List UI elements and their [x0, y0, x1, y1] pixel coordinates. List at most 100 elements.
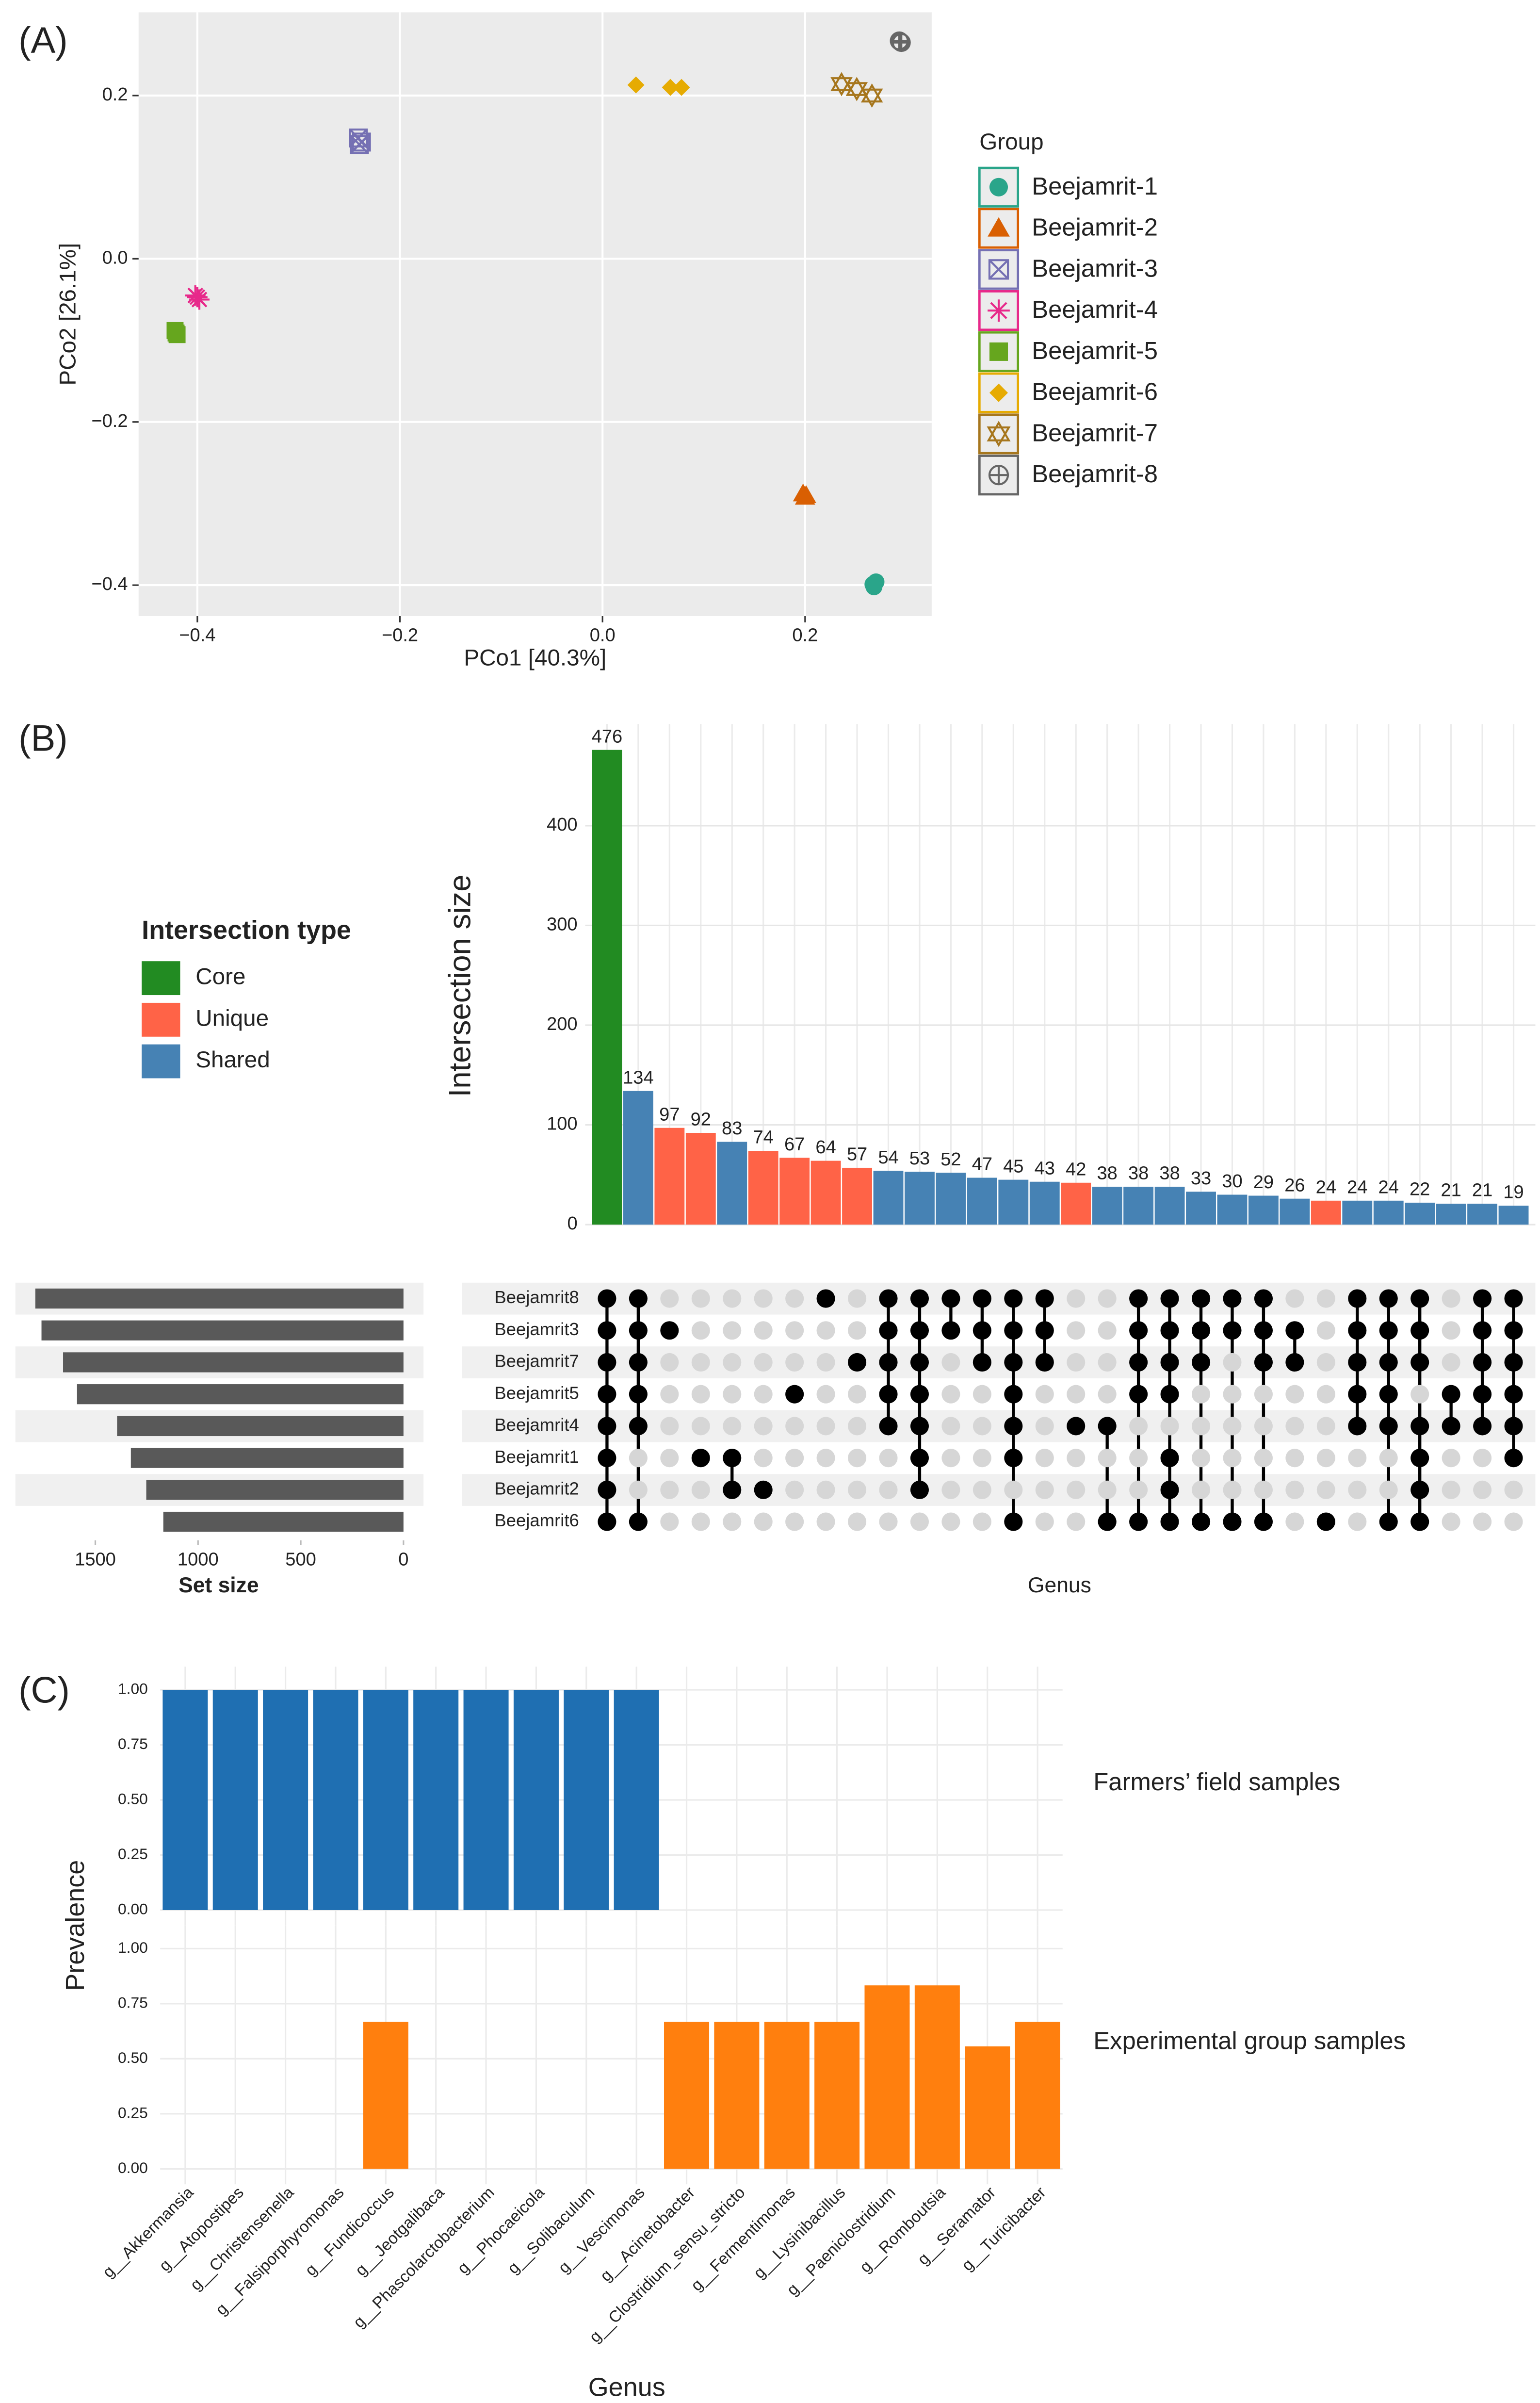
matrix-dot — [1098, 1480, 1117, 1499]
marker-part — [167, 324, 185, 342]
matrix-dot — [1504, 1289, 1523, 1308]
point — [187, 287, 208, 308]
bar — [623, 1091, 653, 1225]
value-label: 38 — [1097, 1163, 1117, 1184]
matrix-dot — [1004, 1449, 1023, 1468]
bar — [764, 2022, 810, 2169]
matrix-dot — [1223, 1385, 1242, 1404]
matrix-dot — [1191, 1321, 1211, 1340]
y-tick-label: 0.75 — [118, 1994, 148, 2011]
y-tick-label: 200 — [547, 1014, 578, 1034]
value-label: 45 — [1003, 1156, 1023, 1177]
x-tick-label: g__Vescimonas — [555, 2184, 648, 2277]
x-tick-label: g__Romboutsia — [857, 2183, 950, 2276]
matrix-dot — [1410, 1512, 1429, 1531]
matrix-dot — [1067, 1289, 1086, 1308]
matrix-dot — [1067, 1321, 1086, 1340]
matrix-dot — [1035, 1417, 1054, 1436]
matrix-dot — [1067, 1480, 1086, 1499]
matrix-dot — [723, 1512, 742, 1531]
value-label: 26 — [1284, 1175, 1305, 1195]
matrix-dot — [879, 1449, 898, 1468]
value-label: 54 — [878, 1147, 898, 1168]
matrix-dot — [1160, 1321, 1179, 1340]
matrix-dot — [879, 1417, 898, 1436]
set-size-bar — [130, 1448, 404, 1468]
marker-part — [860, 88, 883, 108]
matrix-dot — [691, 1417, 710, 1436]
set-name: Beejamrit3 — [494, 1319, 579, 1339]
x-axis-title: Genus — [588, 2373, 665, 2402]
x-tick-label: g__Atopostipes — [156, 2184, 247, 2275]
matrix-dot — [660, 1385, 679, 1404]
plot-background — [585, 724, 1536, 1225]
matrix-dot — [1442, 1480, 1460, 1499]
bar — [564, 1690, 609, 1910]
matrix-dot — [1348, 1321, 1367, 1340]
set-name: Beejamrit6 — [494, 1510, 579, 1530]
matrix-dot — [1379, 1353, 1398, 1372]
matrix-dot — [910, 1480, 929, 1499]
matrix-dot — [1473, 1289, 1492, 1308]
matrix-dot — [973, 1321, 991, 1340]
matrix-dot — [1223, 1449, 1242, 1468]
matrix-dot — [941, 1512, 960, 1531]
matrix-dot — [1004, 1321, 1023, 1340]
marker-part — [845, 77, 868, 96]
matrix-dot — [785, 1353, 804, 1372]
matrix-dot — [629, 1512, 648, 1531]
matrix-dot — [1473, 1480, 1492, 1499]
bar — [162, 1690, 208, 1910]
value-label: 92 — [691, 1110, 711, 1130]
bar — [779, 1158, 810, 1225]
matrix-dot — [1316, 1417, 1335, 1436]
matrix-dot — [1504, 1480, 1523, 1499]
bar — [998, 1179, 1029, 1225]
matrix-dot — [629, 1289, 648, 1308]
matrix-dot — [1035, 1480, 1054, 1499]
matrix-dot — [1098, 1385, 1117, 1404]
row-shade — [462, 1282, 1536, 1315]
x-tick-label: g__Akkermansia — [99, 2183, 197, 2281]
matrix-dot — [1004, 1512, 1023, 1531]
bar — [748, 1151, 778, 1225]
panel-label: (A) — [18, 20, 68, 61]
set-name: Beejamrit5 — [494, 1383, 579, 1403]
marker-part — [189, 289, 206, 305]
matrix-dot — [1410, 1321, 1429, 1340]
y-tick-label: 0.2 — [102, 84, 128, 105]
value-label: 24 — [1378, 1177, 1399, 1197]
matrix-dot — [1379, 1480, 1398, 1499]
y-tick-label: 0.50 — [118, 1790, 148, 1807]
matrix-dot — [1442, 1321, 1460, 1340]
matrix-dot — [910, 1321, 929, 1340]
matrix-dot — [660, 1449, 679, 1468]
marker-part — [860, 83, 883, 103]
x-axis-title: Genus — [1028, 1573, 1091, 1597]
y-tick-label: 0.25 — [118, 1845, 148, 1863]
bar — [1029, 1181, 1060, 1225]
matrix-dot — [1254, 1417, 1273, 1436]
matrix-dot — [1067, 1449, 1086, 1468]
value-label: 22 — [1410, 1179, 1430, 1200]
bar — [905, 1172, 935, 1225]
matrix-dot — [1098, 1449, 1117, 1468]
x-tick-label: g__Phocaeicola — [454, 2183, 548, 2277]
legend-symbol — [988, 259, 1009, 280]
legend-symbol — [987, 421, 1011, 447]
bar — [1092, 1187, 1122, 1225]
y-tick-label: 0.00 — [118, 1900, 148, 1917]
matrix-dot — [973, 1480, 991, 1499]
matrix-dot — [598, 1417, 616, 1436]
bar — [714, 2022, 760, 2169]
marker-part — [845, 82, 868, 101]
marker-part — [987, 426, 1011, 447]
matrix-dot — [1254, 1449, 1273, 1468]
matrix-dot — [910, 1417, 929, 1436]
matrix-dot — [973, 1417, 991, 1436]
matrix-dot — [847, 1417, 867, 1436]
value-label: 74 — [753, 1128, 774, 1148]
matrix-dot — [1379, 1417, 1398, 1436]
x-tick-label: 0 — [398, 1549, 408, 1569]
matrix-dot — [660, 1512, 679, 1531]
